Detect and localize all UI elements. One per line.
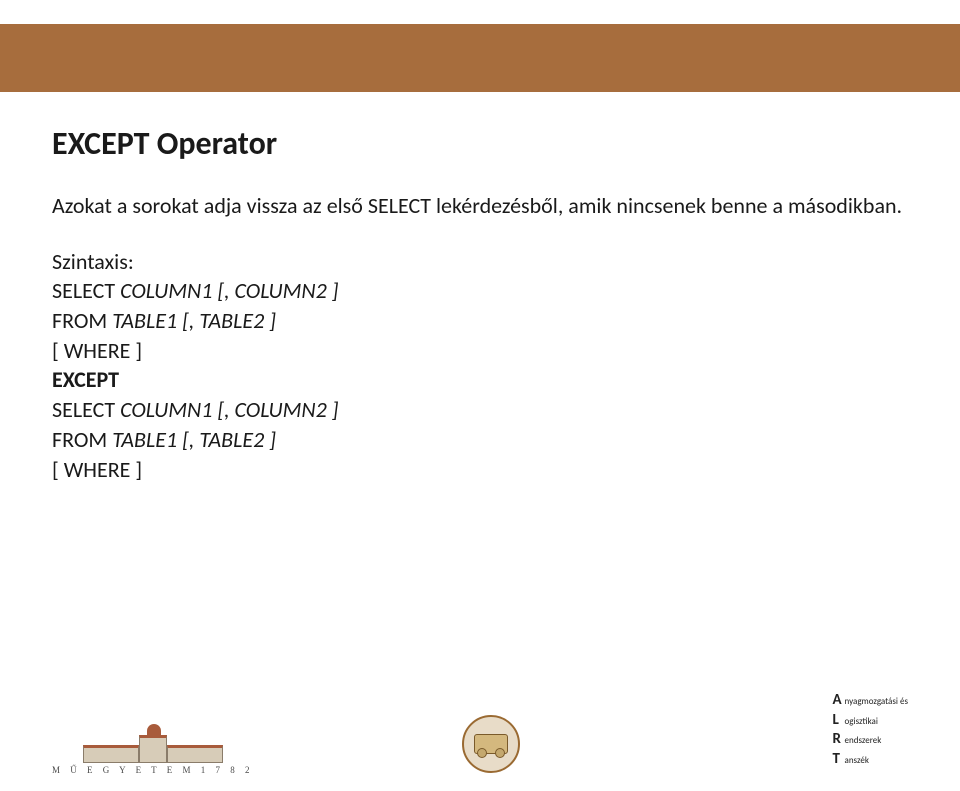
slide-title: EXCEPT Operator [52, 124, 908, 163]
code-tables-2: TABLE1 [, TABLE2 ] [112, 426, 276, 453]
dept-acronym: Anyagmozgatási és Logisztikai Rendszerek… [833, 691, 908, 769]
code-from-1: FROM [52, 307, 112, 334]
alrt-r: R [833, 730, 845, 750]
alrt-t-rest: anszék [845, 755, 869, 766]
building-icon [83, 735, 223, 763]
code-tables-1: TABLE1 [, TABLE2 ] [112, 307, 276, 334]
code-cols-2: COLUMN1 [, COLUMN2 ] [120, 396, 338, 423]
syntax-label: Szintaxis: [52, 247, 908, 277]
code-cols-1: COLUMN1 [, COLUMN2 ] [120, 277, 338, 304]
code-select-2: SELECT [52, 396, 120, 423]
alrt-t: T [833, 750, 845, 770]
code-select-1: SELECT [52, 277, 120, 304]
alrt-r-rest: endszerek [845, 735, 882, 746]
code-line-5: SELECT COLUMN1 [, COLUMN2 ] [52, 395, 908, 425]
footer: M Ű E G Y E T E M 1 7 8 2 Anyagmozgatási… [0, 709, 960, 781]
alrt-l: L [833, 711, 845, 731]
slide-content: EXCEPT Operator Azokat a sorokat adja vi… [0, 92, 960, 484]
carriage-icon [474, 734, 508, 754]
code-line-1: SELECT COLUMN1 [, COLUMN2 ] [52, 276, 908, 306]
code-line-4-except: EXCEPT [52, 365, 908, 395]
code-line-7: [ WHERE ] [52, 455, 908, 485]
alrt-l-rest: ogisztikai [845, 716, 878, 727]
header-bar [0, 24, 960, 92]
alrt-a: A [833, 691, 845, 711]
description-text: Azokat a sorokat adja vissza az első SEL… [52, 191, 908, 221]
seal-logo [462, 715, 520, 773]
university-logo: M Ű E G Y E T E M 1 7 8 2 [52, 735, 254, 775]
code-line-6: FROM TABLE1 [, TABLE2 ] [52, 425, 908, 455]
code-line-3: [ WHERE ] [52, 336, 908, 366]
alrt-a-rest: nyagmozgatási és [845, 696, 908, 707]
code-from-2: FROM [52, 426, 112, 453]
code-line-2: FROM TABLE1 [, TABLE2 ] [52, 306, 908, 336]
